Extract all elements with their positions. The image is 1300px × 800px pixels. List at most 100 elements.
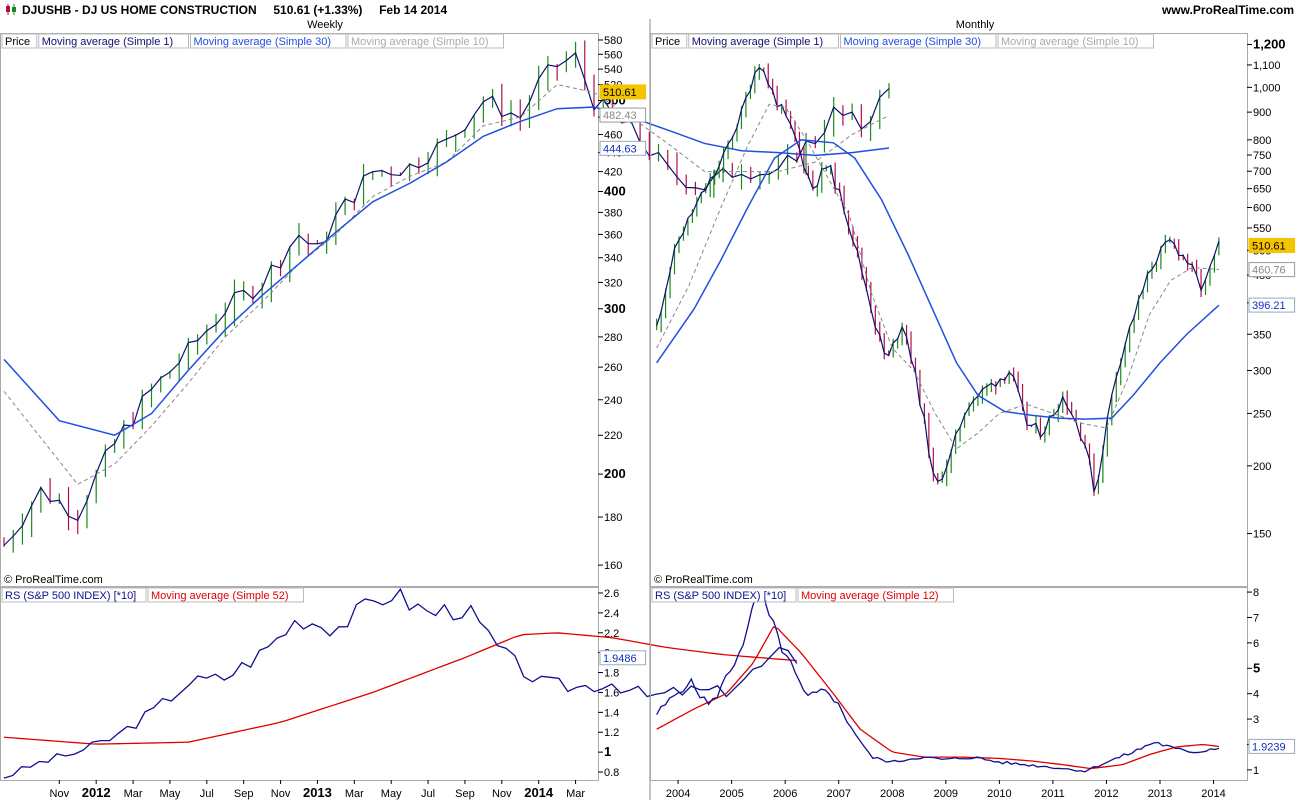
ma-simple-30-line bbox=[3, 106, 890, 437]
x-tick-label: 2013 bbox=[303, 785, 332, 800]
legend-item: Price bbox=[655, 36, 680, 48]
legend-tab bbox=[190, 33, 347, 49]
y-tick-label: 160 bbox=[604, 560, 622, 572]
legend-item: Moving average (Simple 30) bbox=[844, 36, 982, 48]
quote-date: Feb 14 2014 bbox=[379, 3, 448, 17]
value-badge bbox=[1248, 237, 1296, 253]
x-tick-label: Jul bbox=[421, 788, 435, 800]
rs-line bbox=[3, 587, 798, 779]
y-tick-label: 560 bbox=[604, 49, 622, 61]
copyright-label: © ProRealTime.com bbox=[654, 574, 753, 586]
legend-item: Moving average (Simple 1) bbox=[692, 36, 823, 48]
legend-tab bbox=[840, 33, 997, 49]
x-tick-label: 2010 bbox=[987, 788, 1011, 800]
y-tick-label: 320 bbox=[604, 277, 622, 289]
x-tick-label: 2014 bbox=[1201, 788, 1225, 800]
value-badge bbox=[1248, 297, 1296, 313]
y-tick-label: 1.8 bbox=[604, 668, 619, 680]
last-price: 510.61 (+1.33%) bbox=[273, 3, 363, 17]
y-tick-label: 260 bbox=[604, 362, 622, 374]
x-tick-label: Mar bbox=[566, 788, 585, 800]
legend-tab bbox=[651, 587, 797, 603]
ma-simple-1-line bbox=[656, 66, 1220, 492]
y-tick-label: 650 bbox=[1253, 184, 1271, 196]
y-tick-label: 300 bbox=[604, 301, 626, 316]
x-tick-label: 2005 bbox=[719, 788, 743, 800]
x-tick-label: Nov bbox=[50, 788, 70, 800]
y-tick-label: 1.6 bbox=[604, 687, 619, 699]
value-badge bbox=[599, 84, 647, 100]
y-tick-label: 1.2 bbox=[604, 727, 619, 739]
x-tick-label: Mar bbox=[124, 788, 143, 800]
copyright-label: © ProRealTime.com bbox=[4, 574, 103, 586]
y-tick-label: 700 bbox=[1253, 166, 1271, 178]
value-badge-text: 460.76 bbox=[1252, 265, 1286, 277]
monthly-title: Monthly bbox=[955, 19, 995, 31]
y-tick-label: 1,100 bbox=[1253, 60, 1281, 72]
legend-item: Moving average (Simple 12) bbox=[801, 590, 939, 602]
y-tick-label: 300 bbox=[1253, 366, 1271, 378]
value-badge bbox=[1248, 738, 1296, 754]
y-tick-label: 280 bbox=[604, 332, 622, 344]
y-tick-label: 0.8 bbox=[604, 767, 619, 779]
website-link[interactable]: www.ProRealTime.com bbox=[1161, 3, 1294, 17]
value-badge-text: 1.9486 bbox=[603, 653, 637, 665]
legend-item: Price bbox=[5, 36, 30, 48]
y-tick-label: 200 bbox=[604, 466, 626, 481]
legend-tab bbox=[1, 587, 147, 603]
y-tick-label: 1 bbox=[1253, 765, 1259, 777]
value-badge-text: 510.61 bbox=[603, 87, 637, 99]
ma-simple-10-line bbox=[656, 103, 1219, 450]
rs-line bbox=[656, 593, 1220, 773]
value-badge-text: 482.43 bbox=[603, 110, 637, 122]
y-tick-label: 900 bbox=[1253, 107, 1271, 119]
x-tick-label: 2007 bbox=[826, 788, 850, 800]
x-tick-label: May bbox=[381, 788, 402, 800]
weekly-title: Weekly bbox=[307, 19, 343, 31]
instrument-title: DJUSHB - DJ US HOME CONSTRUCTION 510.61 … bbox=[22, 3, 447, 17]
value-badge bbox=[599, 140, 647, 156]
x-tick-label: 2012 bbox=[1094, 788, 1118, 800]
y-tick-label: 550 bbox=[1253, 223, 1271, 235]
legend-item: RS (S&P 500 INDEX) [*10] bbox=[5, 590, 136, 602]
value-badge bbox=[599, 650, 647, 666]
x-tick-label: 2009 bbox=[934, 788, 958, 800]
value-badge bbox=[1248, 262, 1296, 278]
value-badge-text: 1.9239 bbox=[1252, 741, 1286, 753]
y-tick-label: 220 bbox=[604, 430, 622, 442]
x-tick-label: 2014 bbox=[524, 785, 554, 800]
legend-tab bbox=[797, 587, 954, 603]
rs-moving-average-line bbox=[3, 632, 797, 745]
x-tick-label: 2008 bbox=[880, 788, 904, 800]
legend-tab bbox=[651, 33, 688, 49]
legend-item: RS (S&P 500 INDEX) [*10] bbox=[655, 590, 786, 602]
legend-item: Moving average (Simple 52) bbox=[151, 590, 289, 602]
x-tick-label: 2006 bbox=[773, 788, 797, 800]
y-tick-label: 3 bbox=[1253, 714, 1259, 726]
value-badge bbox=[599, 107, 647, 123]
y-tick-label: 400 bbox=[604, 183, 626, 198]
y-tick-label: 6 bbox=[1253, 638, 1259, 650]
y-tick-label: 350 bbox=[1253, 329, 1271, 341]
legend-tab bbox=[38, 33, 189, 49]
candlestick-icon bbox=[6, 4, 16, 15]
plot-frame-weekly_rs bbox=[0, 587, 599, 781]
y-tick-label: 4 bbox=[1253, 689, 1259, 701]
y-tick-label: 240 bbox=[604, 395, 622, 407]
y-tick-label: 1,200 bbox=[1253, 36, 1286, 51]
y-tick-label: 1.4 bbox=[604, 707, 619, 719]
y-tick-label: 250 bbox=[1253, 408, 1271, 420]
legend-tab bbox=[688, 33, 839, 49]
y-tick-label: 200 bbox=[1253, 461, 1271, 473]
y-tick-label: 2.6 bbox=[604, 588, 619, 600]
ma-simple-30-line bbox=[656, 139, 1220, 420]
legend-tab bbox=[147, 587, 304, 603]
chart-header: DJUSHB - DJ US HOME CONSTRUCTION 510.61 … bbox=[0, 0, 1300, 19]
x-tick-label: Sep bbox=[234, 788, 254, 800]
y-tick-label: 360 bbox=[604, 229, 622, 241]
y-tick-label: 180 bbox=[604, 512, 622, 524]
legend-item: Moving average (Simple 10) bbox=[351, 36, 489, 48]
rs-moving-average-line bbox=[656, 626, 1219, 770]
x-tick-label: Jul bbox=[200, 788, 214, 800]
